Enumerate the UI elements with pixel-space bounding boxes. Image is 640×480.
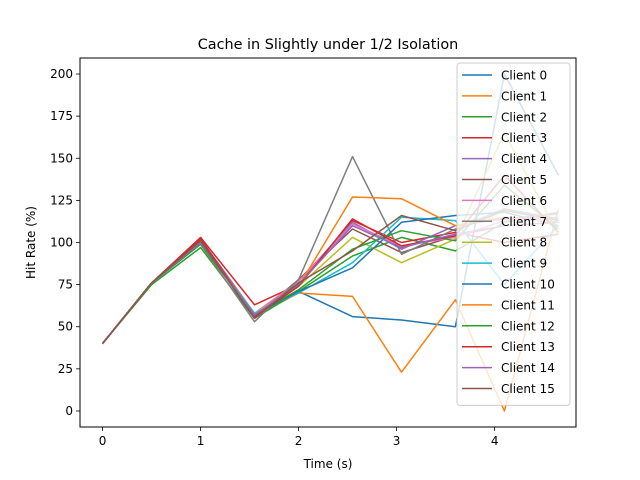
y-tick-label: 50: [58, 320, 73, 334]
legend-label: Client 2: [501, 110, 547, 124]
x-axis: 0 1 2 3 4: [99, 427, 499, 448]
legend-label: Client 5: [501, 173, 547, 187]
y-tick-label: 25: [58, 362, 73, 376]
legend-label: Client 14: [501, 361, 555, 375]
legend-label: Client 7: [501, 215, 547, 229]
legend-label: Client 1: [501, 89, 547, 103]
plot-frame: [79, 57, 577, 428]
x-tick-label: 1: [197, 434, 205, 448]
y-axis-label: Hit Rate (%): [24, 206, 38, 279]
legend-label: Client 4: [501, 152, 547, 166]
x-tick-label: 2: [295, 434, 303, 448]
x-tick-label: 4: [491, 434, 499, 448]
legend-label: Client 12: [501, 319, 555, 333]
legend-label: Client 10: [501, 278, 555, 292]
x-axis-label: Time (s): [303, 457, 353, 471]
legend-label: Client 13: [501, 340, 555, 354]
chart-title: Cache in Slightly under 1/2 Isolation: [198, 37, 459, 53]
y-tick-label: 75: [58, 278, 73, 292]
legend: Client 0 Client 1 Client 2 Client 3 Client 4…: [456, 62, 571, 406]
legend-label: Client 9: [501, 257, 547, 271]
legend-label: Client 15: [501, 382, 555, 396]
y-tick-label: 0: [65, 404, 73, 418]
legend-box: [456, 62, 571, 406]
y-tick-label: 175: [50, 109, 73, 123]
y-tick-label: 150: [50, 151, 73, 165]
y-axis: 0 25 50 75 100 125 150 175 200: [50, 67, 80, 418]
y-tick-label: 125: [50, 193, 73, 207]
legend-label: Client 6: [501, 194, 547, 208]
legend-label: Client 8: [501, 236, 547, 250]
legend-label: Client 0: [501, 69, 547, 83]
legend-label: Client 3: [501, 131, 547, 145]
x-tick-label: 0: [99, 434, 107, 448]
y-tick-label: 100: [50, 236, 73, 250]
x-tick-label: 3: [393, 434, 401, 448]
y-tick-label: 200: [50, 67, 73, 81]
legend-label: Client 11: [501, 298, 555, 312]
